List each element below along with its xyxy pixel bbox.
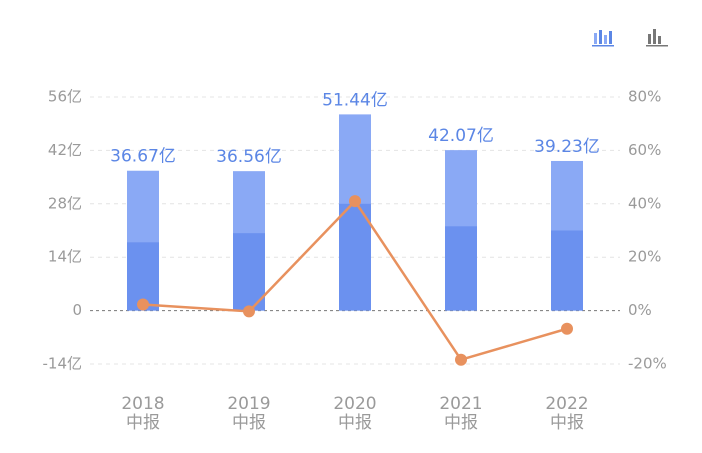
y-tick-label: 0 bbox=[72, 301, 82, 319]
icon-bar[interactable] bbox=[653, 29, 656, 44]
value-label: 51.44亿 bbox=[322, 90, 388, 110]
x-tick-label: 中报 bbox=[444, 413, 478, 433]
y-tick-label: 42亿 bbox=[48, 141, 82, 159]
icon-bar[interactable] bbox=[609, 31, 612, 44]
x-tick-label: 2022 bbox=[545, 394, 588, 414]
y-tick-label: 56亿 bbox=[48, 88, 82, 106]
y2-tick-label: -20% bbox=[628, 355, 667, 373]
value-label: 36.56亿 bbox=[216, 147, 282, 167]
line-point bbox=[137, 298, 149, 311]
value-label: 36.67亿 bbox=[110, 147, 176, 167]
y2-tick-label: 20% bbox=[628, 248, 661, 266]
line-point bbox=[455, 353, 467, 366]
x-tick-label: 中报 bbox=[338, 413, 372, 433]
bar-inner bbox=[233, 233, 265, 311]
icon-bar[interactable] bbox=[648, 34, 651, 44]
y-tick-label: 28亿 bbox=[48, 194, 82, 212]
bar-inner bbox=[551, 230, 583, 311]
chart-type-toggle[interactable] bbox=[592, 30, 614, 47]
x-tick-label: 2020 bbox=[333, 394, 376, 414]
bar-inner bbox=[445, 226, 477, 311]
line-point bbox=[349, 195, 361, 208]
bar-inner bbox=[339, 203, 371, 311]
icon-underline[interactable] bbox=[646, 45, 668, 47]
x-tick-label: 2018 bbox=[121, 394, 164, 414]
y2-tick-label: 40% bbox=[628, 194, 661, 212]
x-tick-label: 2021 bbox=[439, 394, 482, 414]
value-label: 39.23亿 bbox=[534, 137, 600, 157]
x-tick-label: 中报 bbox=[232, 413, 266, 433]
y-tick-label: -14亿 bbox=[43, 355, 83, 373]
y-tick-label: 14亿 bbox=[48, 248, 82, 266]
x-tick-label: 中报 bbox=[550, 413, 584, 433]
icon-bar[interactable] bbox=[599, 30, 602, 44]
icon-underline[interactable] bbox=[592, 45, 614, 47]
y2-tick-label: 0% bbox=[628, 301, 652, 319]
y2-tick-label: 80% bbox=[628, 88, 661, 106]
icon-bar[interactable] bbox=[594, 33, 597, 44]
icon-bar[interactable] bbox=[604, 35, 607, 44]
value-label: 42.07亿 bbox=[428, 126, 494, 146]
x-tick-label: 2019 bbox=[227, 394, 270, 414]
line-point bbox=[243, 305, 255, 318]
y2-tick-label: 60% bbox=[628, 141, 661, 159]
icon-bar[interactable] bbox=[658, 36, 661, 44]
x-tick-label: 中报 bbox=[126, 413, 160, 433]
line-point bbox=[561, 322, 573, 335]
chart-type-toggle[interactable] bbox=[646, 29, 668, 47]
